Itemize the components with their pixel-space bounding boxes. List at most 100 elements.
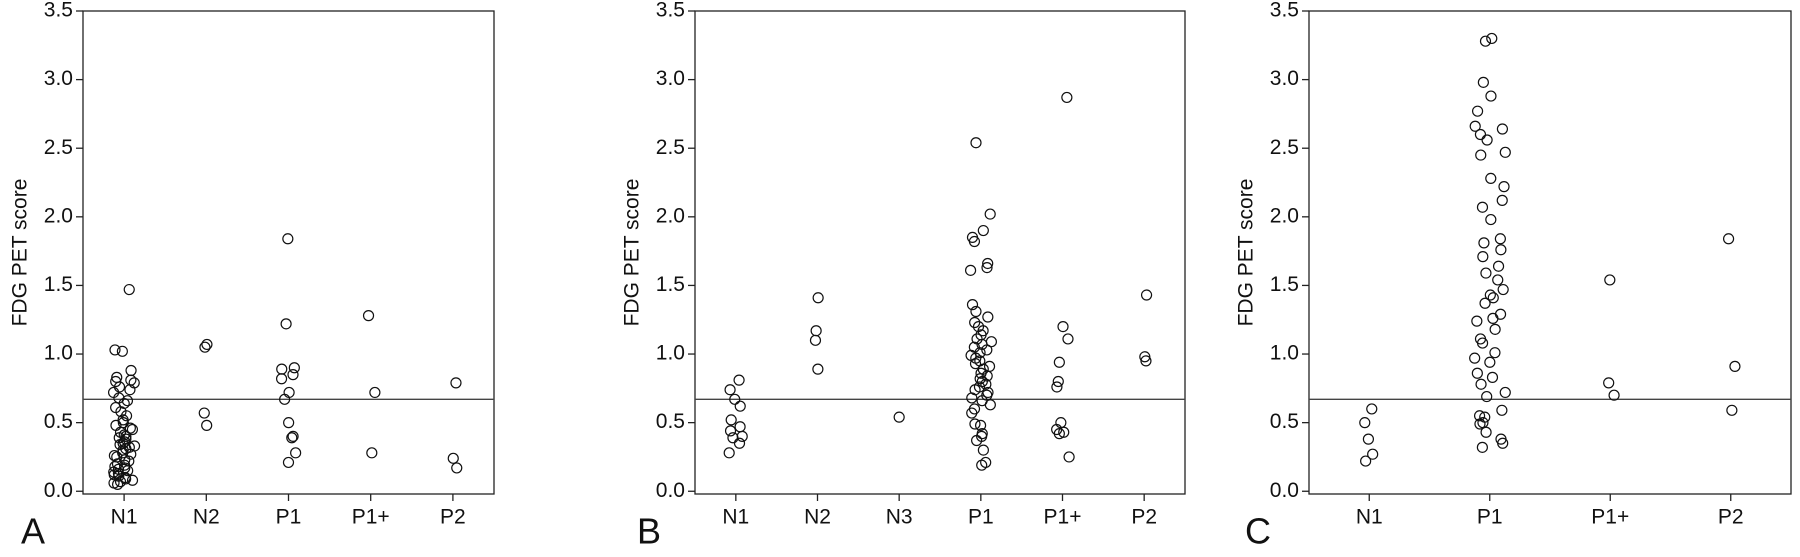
data-point <box>451 462 463 474</box>
data-point <box>980 378 992 390</box>
data-point <box>1140 289 1153 301</box>
data-point <box>1362 433 1375 445</box>
x-tick-label: N1 <box>722 506 749 529</box>
data-point <box>1476 201 1489 213</box>
panel-label: C <box>1245 511 1271 552</box>
data-point <box>1492 274 1504 286</box>
y-tick-label: 2.0 <box>44 204 73 227</box>
data-point <box>724 425 737 437</box>
data-point <box>1063 451 1075 463</box>
y-axis-label: FDG PET score <box>621 179 644 327</box>
data-point <box>1485 213 1497 226</box>
data-point <box>1053 428 1065 440</box>
data-point <box>981 344 993 356</box>
data-point <box>107 386 120 399</box>
data-point <box>283 386 295 399</box>
data-point <box>809 334 822 346</box>
data-point <box>279 393 291 405</box>
y-tick-label: 3.0 <box>1270 67 1299 90</box>
data-point <box>966 392 978 404</box>
x-tick-label: N2 <box>804 506 831 529</box>
data-point <box>275 373 288 385</box>
data-point <box>977 224 989 237</box>
data-point <box>117 447 129 459</box>
y-tick-label: 3.0 <box>656 67 685 90</box>
data-point <box>1478 237 1490 249</box>
y-tick-label: 1.0 <box>1270 342 1299 365</box>
x-tick-label: P1+ <box>352 506 390 529</box>
data-point <box>1494 233 1506 245</box>
data-point <box>120 410 133 422</box>
x-tick-label: P2 <box>440 506 466 529</box>
data-point <box>1479 297 1491 309</box>
data-point <box>110 375 122 388</box>
data-point <box>966 299 979 311</box>
data-point <box>199 341 211 353</box>
data-point <box>983 360 996 372</box>
data-point <box>450 377 462 389</box>
x-tick-label: P1 <box>1477 506 1503 529</box>
data-point <box>812 292 824 304</box>
y-tick-label: 0.5 <box>656 410 685 433</box>
data-point <box>1474 128 1487 141</box>
data-point <box>1485 172 1497 185</box>
data-point <box>1495 244 1507 256</box>
data-point <box>1497 283 1509 296</box>
data-point <box>369 386 381 399</box>
data-point <box>1726 404 1738 416</box>
data-point <box>276 363 288 375</box>
data-point <box>1469 120 1481 132</box>
data-point <box>1367 448 1379 460</box>
data-point <box>125 364 137 377</box>
x-tick-label: P2 <box>1718 506 1744 529</box>
data-point <box>283 417 295 429</box>
data-point <box>1476 337 1489 349</box>
data-point <box>734 400 746 412</box>
data-point <box>982 311 994 323</box>
data-point <box>116 345 128 357</box>
data-point <box>290 447 302 459</box>
data-point <box>1484 289 1496 301</box>
data-point <box>1608 389 1620 401</box>
data-point <box>282 456 295 469</box>
data-point <box>893 411 905 423</box>
data-point <box>286 432 298 444</box>
y-tick-label: 1.5 <box>1270 273 1299 296</box>
data-point <box>1496 123 1509 135</box>
data-point <box>736 430 748 442</box>
data-point <box>1481 134 1493 146</box>
data-point <box>1366 403 1378 415</box>
data-point <box>1722 233 1735 245</box>
data-point <box>725 414 737 426</box>
data-point <box>1499 146 1511 158</box>
data-point <box>970 305 982 318</box>
y-tick-label: 2.5 <box>1270 136 1299 159</box>
data-point <box>124 384 136 396</box>
data-point <box>975 367 987 379</box>
x-tick-label: N1 <box>1356 506 1383 529</box>
data-point <box>111 478 124 490</box>
plot-frame <box>1308 10 1792 495</box>
data-point <box>1489 347 1501 359</box>
data-point <box>1359 417 1371 429</box>
data-point <box>1486 371 1499 383</box>
y-tick-label: 3.5 <box>656 0 685 22</box>
y-tick-label: 3.5 <box>1270 0 1299 22</box>
y-tick-label: 0.0 <box>1270 479 1299 502</box>
data-point <box>126 474 139 486</box>
y-axis-label: FDG PET score <box>1235 179 1258 327</box>
y-tick-label: 1.0 <box>656 342 685 365</box>
data-point <box>1052 375 1064 388</box>
data-point <box>126 423 139 436</box>
data-point <box>1471 367 1483 379</box>
data-point <box>1481 390 1493 403</box>
data-point <box>1051 381 1063 393</box>
panel-label: B <box>637 511 661 552</box>
x-tick-label: P1 <box>968 506 994 529</box>
y-tick-label: 2.0 <box>656 204 685 227</box>
x-tick-label: N2 <box>193 506 220 529</box>
data-point <box>1487 292 1499 304</box>
data-point <box>810 325 822 337</box>
data-point <box>733 374 745 386</box>
